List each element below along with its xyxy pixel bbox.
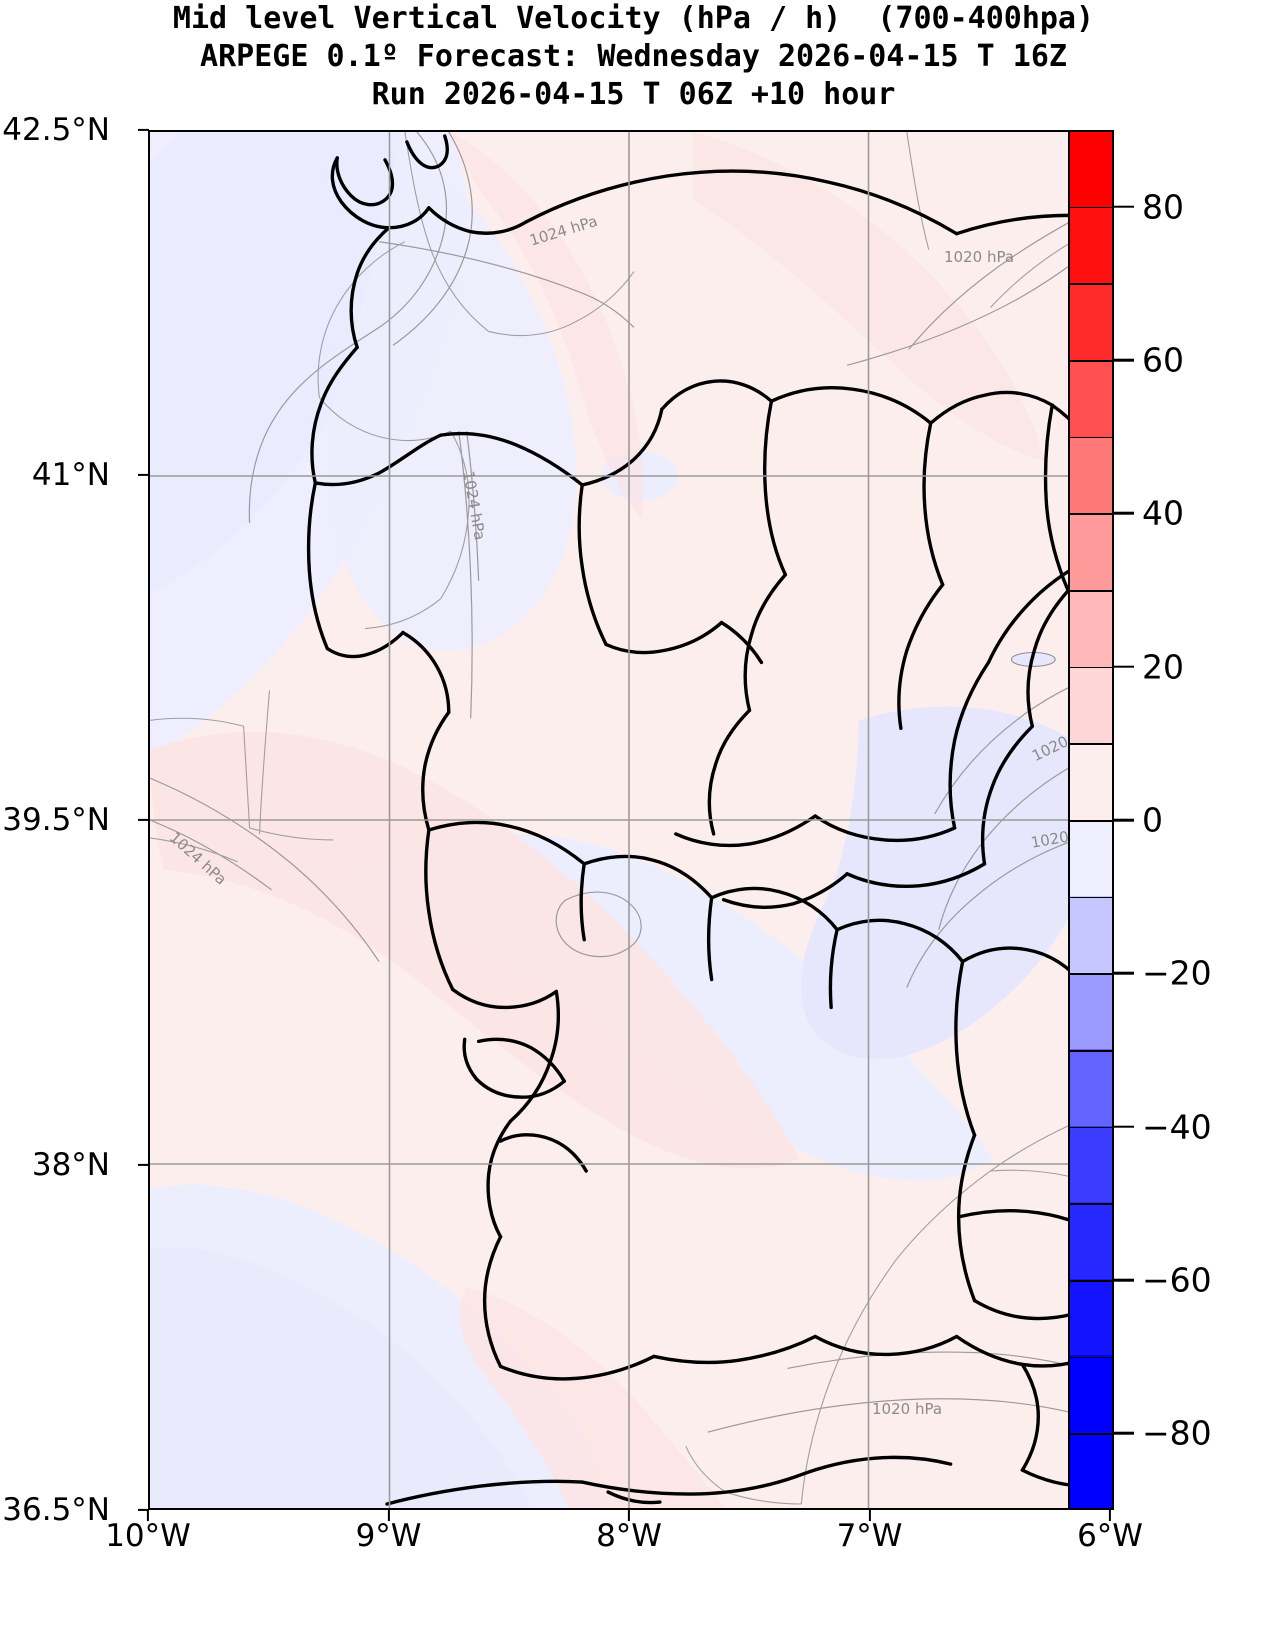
colorbar-band [1070, 514, 1112, 591]
y-tick-mark [138, 1163, 149, 1167]
x-tick-label: 7°W [836, 1518, 903, 1554]
colorbar-separator [1068, 1356, 1114, 1359]
colorbar-tick-label: −40 [1142, 1107, 1212, 1147]
colorbar-tick-label: 20 [1142, 647, 1184, 687]
map-canvas [150, 132, 1108, 1508]
x-tick-mark [1108, 1510, 1112, 1521]
colorbar-band [1070, 896, 1112, 973]
x-tick-label: 6°W [1077, 1518, 1143, 1554]
y-tick-label: 41°N [31, 457, 110, 493]
x-tick-mark [146, 1510, 150, 1521]
colorbar-tick-label: 0 [1142, 800, 1163, 840]
colorbar-separator [1068, 973, 1114, 975]
colorbar-tick-mark [1114, 205, 1134, 208]
title-line-1: Mid level Vertical Velocity (hPa / h) (7… [172, 1, 1095, 36]
colorbar-tick-mark [1114, 972, 1134, 975]
colorbar-separator [1068, 743, 1114, 745]
colorbar-tick-mark [1114, 1278, 1134, 1282]
colorbar-band [1070, 1202, 1112, 1279]
colorbar-separator [1068, 1126, 1114, 1129]
colorbar-band [1070, 208, 1112, 285]
colorbar-tick-mark [1114, 358, 1134, 362]
colorbar-band [1070, 1049, 1112, 1126]
colorbar-tick-label: −80 [1142, 1413, 1212, 1453]
colorbar-tick-mark [1114, 512, 1134, 515]
colorbar-tick-label: 40 [1142, 493, 1184, 533]
title-line-2: ARPEGE 0.1º Forecast: Wednesday 2026-04-… [200, 39, 1067, 74]
grid-lines [150, 132, 1108, 1508]
colorbar-band [1070, 667, 1112, 744]
colorbar-separator [1068, 206, 1114, 209]
colorbar-band [1070, 1355, 1112, 1432]
colorbar-band [1070, 819, 1112, 897]
y-tick-label: 38°N [31, 1147, 110, 1183]
colorbar-separator [1068, 590, 1114, 592]
colorbar-separator [1068, 820, 1114, 822]
colorbar-tick-label: 80 [1142, 187, 1184, 227]
y-tick-mark [138, 1508, 149, 1512]
colorbar-separator [1068, 513, 1114, 515]
colorbar-band [1070, 972, 1112, 1050]
colorbar-band [1070, 1431, 1112, 1508]
chart-title-block: Mid level Vertical Velocity (hPa / h) (7… [0, 0, 1267, 114]
x-tick-mark [868, 1510, 871, 1521]
colorbar-band [1070, 743, 1112, 820]
y-tick-label: 36.5°N [2, 1492, 110, 1528]
colorbar-band [1070, 437, 1112, 515]
colorbar-tick-label: 60 [1142, 340, 1184, 380]
colorbar-band [1070, 1278, 1112, 1355]
colorbar-tick-mark [1114, 1432, 1134, 1435]
colorbar-separator [1068, 283, 1114, 285]
colorbar-tick-mark [1114, 1125, 1134, 1128]
pressure-contours [150, 132, 1108, 1433]
coastline-and-borders [306, 134, 1108, 1506]
colorbar-separator [1068, 1433, 1114, 1435]
x-tick-label: 8°W [596, 1518, 662, 1554]
field-negative-bands [150, 132, 1103, 1508]
y-tick-mark [138, 128, 149, 132]
x-tick-mark [387, 1510, 390, 1521]
x-tick-mark [627, 1510, 631, 1521]
colorbar-band [1070, 132, 1112, 209]
colorbar-tick-mark [1114, 818, 1134, 822]
colorbar-band [1070, 1125, 1112, 1203]
colorbar-separator [1068, 360, 1114, 362]
colorbar-band [1070, 361, 1112, 438]
y-tick-label: 39.5°N [2, 802, 110, 838]
colorbar-separator [1068, 1280, 1114, 1282]
colorbar-separator [1068, 1050, 1114, 1052]
map-axes [148, 130, 1110, 1510]
colorbar-tick-label: −20 [1142, 953, 1212, 993]
x-tick-label: 10°W [105, 1518, 191, 1554]
y-tick-label: 42.5°N [2, 112, 110, 148]
colorbar-band [1070, 590, 1112, 668]
colorbar-separator [1068, 896, 1114, 899]
colorbar-separator [1068, 1203, 1114, 1205]
title-line-3: Run 2026-04-15 T 06Z +10 hour [371, 77, 896, 112]
y-tick-mark [138, 473, 149, 477]
colorbar-separator [1068, 666, 1114, 669]
colorbar-separator [1068, 436, 1114, 439]
colorbar-tick-mark [1114, 665, 1134, 668]
x-tick-label: 9°W [355, 1518, 422, 1554]
colorbar-band [1070, 284, 1112, 362]
colorbar-tick-label: −60 [1142, 1260, 1212, 1300]
y-tick-mark [138, 818, 149, 822]
